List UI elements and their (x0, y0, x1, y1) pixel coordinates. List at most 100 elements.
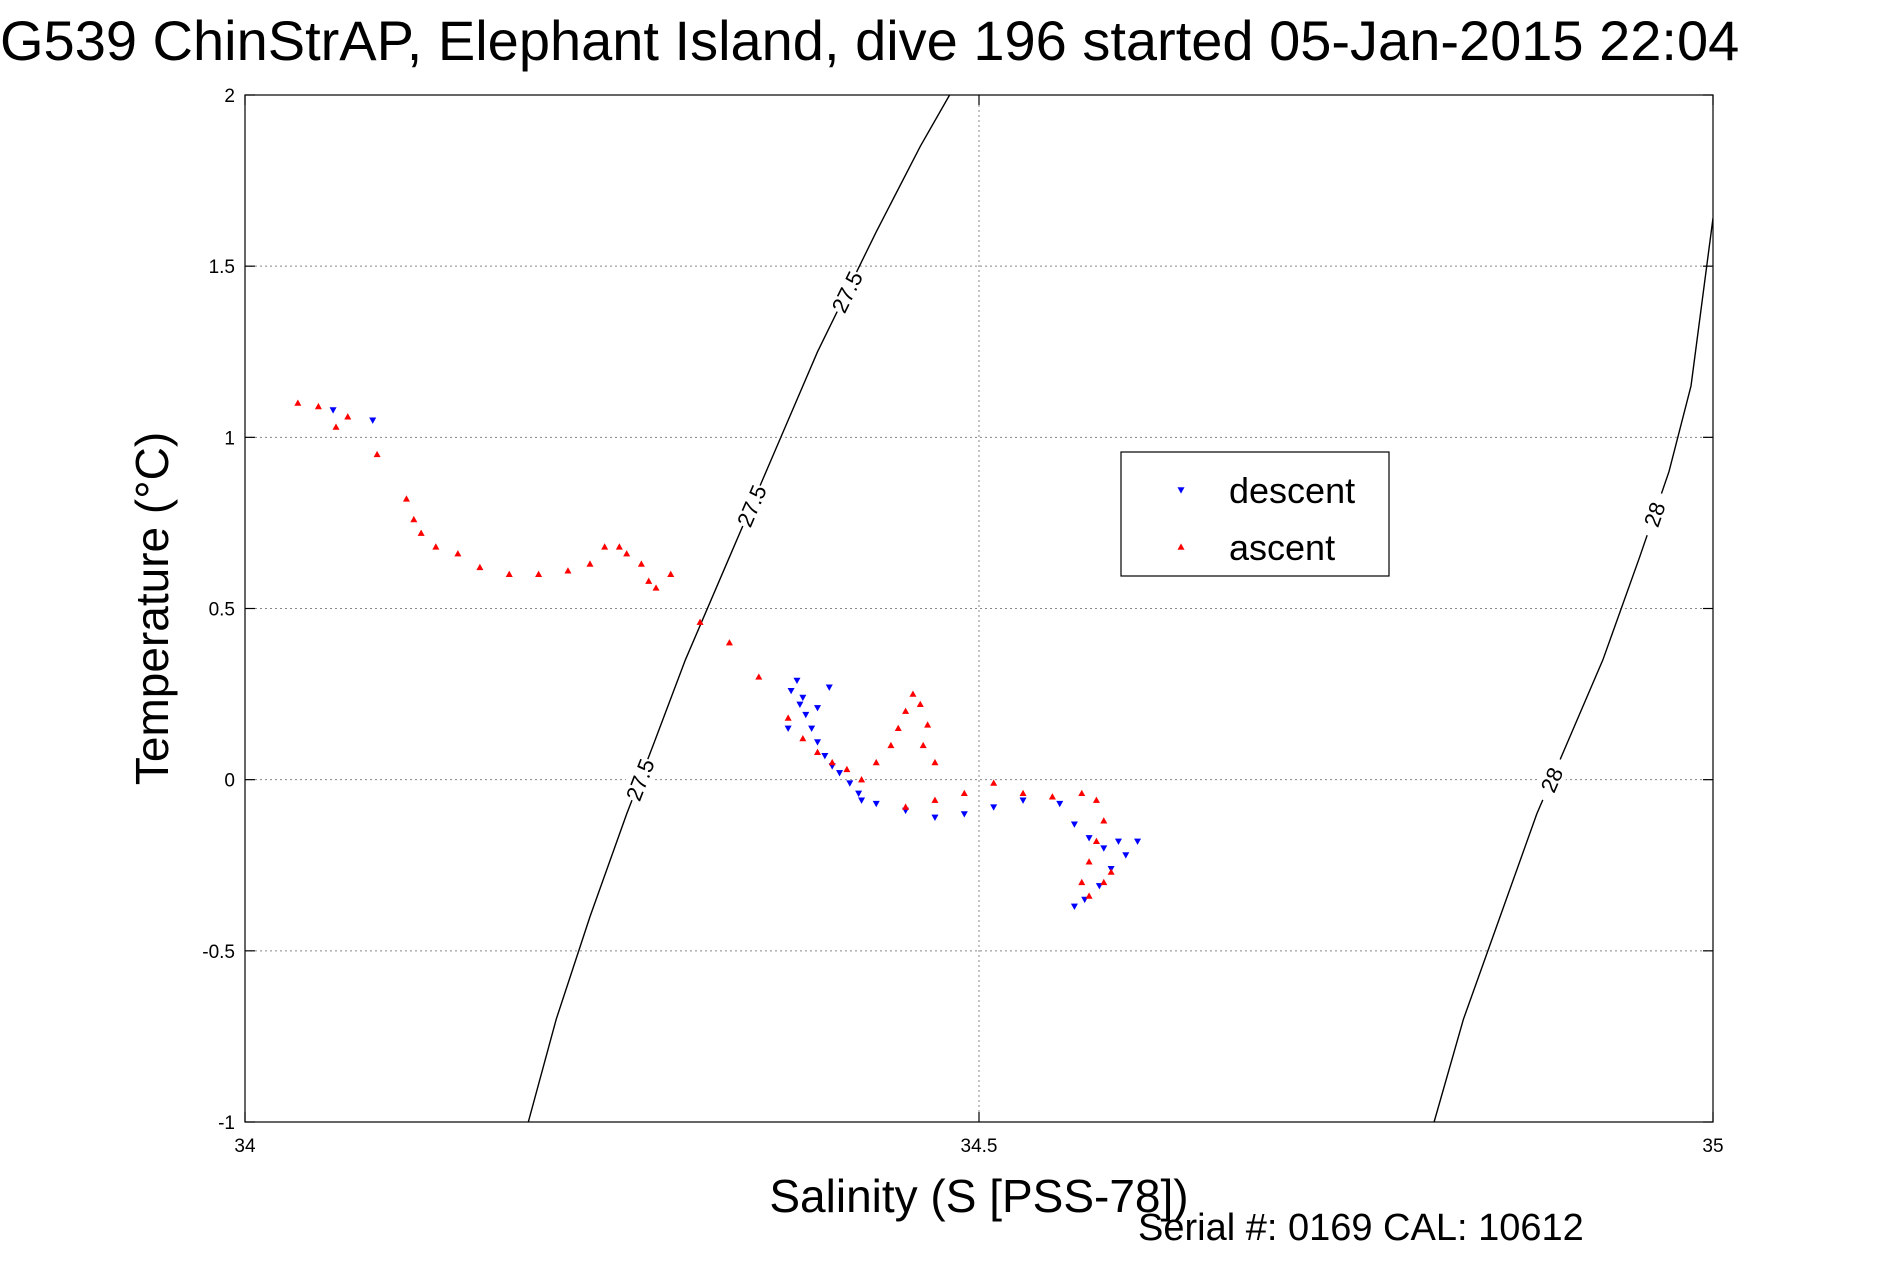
legend-label-descent: descent (1229, 470, 1355, 511)
ascent-point (586, 560, 594, 567)
ascent-point (1100, 817, 1108, 824)
contour-label-bg (730, 480, 773, 532)
ascent-point (344, 413, 352, 420)
ascent-point (615, 543, 623, 550)
ascent-point (924, 721, 932, 728)
x-tick-label: 35 (1702, 1136, 1723, 1157)
ascent-point (1019, 789, 1027, 797)
ascent-point (902, 707, 910, 714)
descent-point (1122, 852, 1130, 859)
ascent-point (858, 776, 866, 783)
descent-point (814, 705, 822, 712)
ascent-point (601, 543, 609, 550)
descent-point (855, 790, 863, 797)
y-tick-label: -1 (218, 1113, 235, 1134)
ascent-point (990, 779, 998, 786)
legend-marker-ascent (1177, 543, 1185, 550)
ascent-point (652, 584, 660, 591)
descent-point (329, 407, 337, 414)
y-tick-label: 1 (224, 428, 235, 449)
y-tick-label: -0.5 (202, 942, 235, 963)
x-tick-label: 34.5 (961, 1136, 998, 1157)
ascent-point (1107, 868, 1115, 875)
descent-point (808, 725, 816, 732)
descent-point (931, 814, 939, 821)
chart-title: G539 ChinStrAP, Elephant Island, dive 19… (0, 9, 1739, 72)
ascent-point (814, 748, 822, 755)
ascent-point (1092, 796, 1100, 803)
ascent-point (417, 529, 425, 536)
descent-point (799, 694, 807, 702)
ascent-point (1085, 858, 1093, 865)
ascent-point (1048, 793, 1056, 800)
axis-ticks: 34 34.5 35 -1 -0.5 0 0.5 1 1.5 2 (202, 86, 1723, 1157)
ascent-point (696, 618, 704, 625)
data-points (294, 399, 1142, 910)
ascent-point (410, 515, 418, 523)
ascent-point (872, 758, 880, 766)
x-axis-label: Salinity (S [PSS-78]) (769, 1170, 1188, 1222)
descent-point (990, 804, 998, 811)
ascent-point (1078, 878, 1086, 886)
descent-point (814, 739, 822, 746)
contour-label-bg (1530, 754, 1573, 806)
descent-point (1070, 903, 1078, 910)
ascent-point (1100, 878, 1108, 886)
descent-point (960, 811, 968, 818)
ascent-point (894, 724, 902, 732)
ascent-point (667, 570, 675, 577)
ascent-point (828, 758, 836, 766)
y-axis-label: Temperature (°C) (126, 432, 178, 785)
legend: descent ascent (1120, 451, 1390, 577)
ascent-point (960, 789, 968, 797)
ascent-point (784, 714, 792, 721)
ascent-point (373, 450, 381, 458)
ascent-point (931, 796, 939, 803)
ascent-point (314, 402, 322, 410)
descent-point (846, 780, 854, 787)
descent-point (1134, 838, 1142, 845)
ascent-point (799, 734, 807, 742)
ascent-point (1085, 892, 1093, 899)
descent-point (802, 711, 810, 719)
descent-point (821, 753, 829, 760)
descent-point (1100, 845, 1108, 852)
descent-point (784, 725, 792, 732)
legend-marker-descent (1177, 487, 1185, 494)
ascent-point (725, 639, 733, 646)
descent-point (825, 684, 833, 691)
ascent-point (402, 495, 410, 502)
descent-point (1114, 838, 1122, 845)
descent-point (796, 701, 804, 708)
ascent-point (755, 673, 763, 680)
descent-point (858, 797, 866, 804)
contour-label-bg (619, 754, 660, 805)
ascent-point (645, 577, 653, 584)
ascent-point (332, 423, 340, 430)
descent-point (872, 800, 880, 808)
descent-point (1070, 821, 1078, 828)
descent-point (369, 417, 377, 424)
ascent-point (919, 741, 927, 749)
ascent-point (931, 758, 939, 766)
ascent-point (637, 560, 645, 567)
descent-point (1056, 800, 1064, 808)
descent-point (836, 770, 844, 777)
ascent-point (505, 570, 513, 577)
isopycnal-line (527, 95, 951, 1122)
ascent-point (476, 563, 484, 571)
ascent-point (887, 741, 895, 749)
descent-point (787, 687, 795, 695)
grid-lines (245, 95, 1713, 1122)
ascent-point (535, 570, 543, 577)
y-tick-label: 0.5 (209, 600, 235, 621)
descent-point (1019, 797, 1027, 804)
ascent-point (623, 550, 631, 557)
y-tick-label: 0 (224, 771, 235, 792)
x-tick-label: 34 (234, 1136, 256, 1157)
legend-label-ascent: ascent (1229, 527, 1335, 568)
ascent-point (1092, 837, 1100, 844)
ascent-point (432, 543, 440, 550)
ascent-point (902, 803, 910, 810)
